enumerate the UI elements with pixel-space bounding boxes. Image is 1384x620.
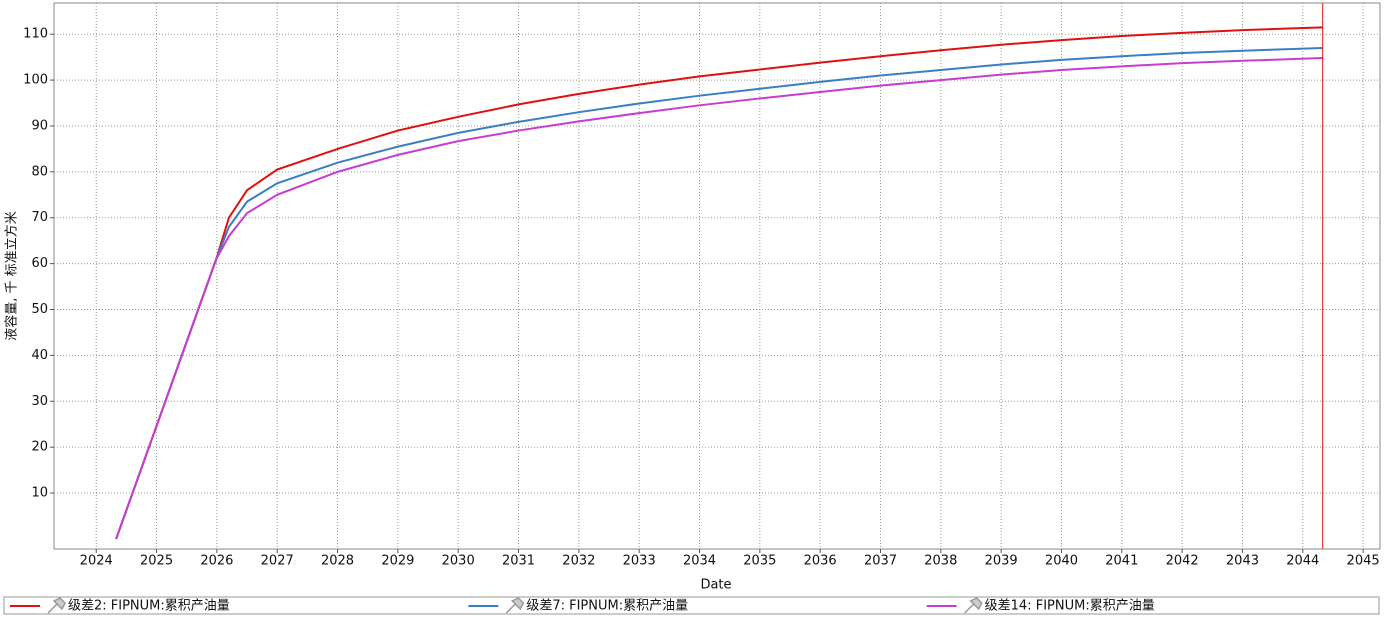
x-tick-label: 2025 <box>140 554 173 569</box>
y-tick-label: 80 <box>31 164 48 179</box>
x-tick-label: 2030 <box>442 554 475 569</box>
x-tick-label: 2041 <box>1105 554 1138 569</box>
y-tick-label: 90 <box>31 118 48 133</box>
x-tick-label: 2045 <box>1347 554 1380 569</box>
y-tick-label: 20 <box>31 440 48 455</box>
y-axis-label: 液容量, 千 标准立方米 <box>4 211 20 340</box>
x-tick-label: 2029 <box>381 554 414 569</box>
x-tick-label: 2028 <box>321 554 354 569</box>
y-tick-label: 70 <box>31 210 48 225</box>
y-tick-label: 40 <box>31 348 48 363</box>
y-tick-label: 50 <box>31 302 48 317</box>
y-tick-label: 60 <box>31 256 48 271</box>
x-tick-label: 2027 <box>261 554 294 569</box>
x-axis-label: Date <box>700 578 731 593</box>
x-tick-label: 2043 <box>1226 554 1259 569</box>
series-line <box>115 26 1323 540</box>
x-tick-label: 2035 <box>743 554 776 569</box>
legend-label: 级差2: FIPNUM:累积产油量 <box>68 599 230 614</box>
x-tick-label: 2044 <box>1286 554 1319 569</box>
legend-label: 级差7: FIPNUM:累积产油量 <box>526 599 688 614</box>
legend-label: 级差14: FIPNUM:累积产油量 <box>985 599 1155 614</box>
plot-area <box>53 2 1381 550</box>
x-tick-label: 2026 <box>200 554 233 569</box>
x-tick-label: 2039 <box>985 554 1018 569</box>
x-tick-label: 2036 <box>804 554 837 569</box>
y-tick-label: 10 <box>31 486 48 501</box>
legend <box>3 596 1380 615</box>
y-tick-label: 30 <box>31 394 48 409</box>
x-tick-label: 2034 <box>683 554 716 569</box>
legend-icon <box>964 597 983 614</box>
x-tick-label: 2042 <box>1166 554 1199 569</box>
x-tick-label: 2033 <box>623 554 656 569</box>
x-tick-label: 2037 <box>864 554 897 569</box>
legend-icon <box>505 597 525 614</box>
y-tick-label: 110 <box>23 27 48 42</box>
series-line <box>115 46 1323 540</box>
x-tick-label: 2040 <box>1045 554 1078 569</box>
x-tick-label: 2031 <box>502 554 535 569</box>
x-tick-label: 2024 <box>80 554 113 569</box>
legend-icon <box>47 597 66 614</box>
x-tick-label: 2038 <box>924 554 957 569</box>
y-tick-label: 100 <box>23 73 48 88</box>
x-tick-label: 2032 <box>562 554 595 569</box>
series-line <box>115 57 1323 540</box>
